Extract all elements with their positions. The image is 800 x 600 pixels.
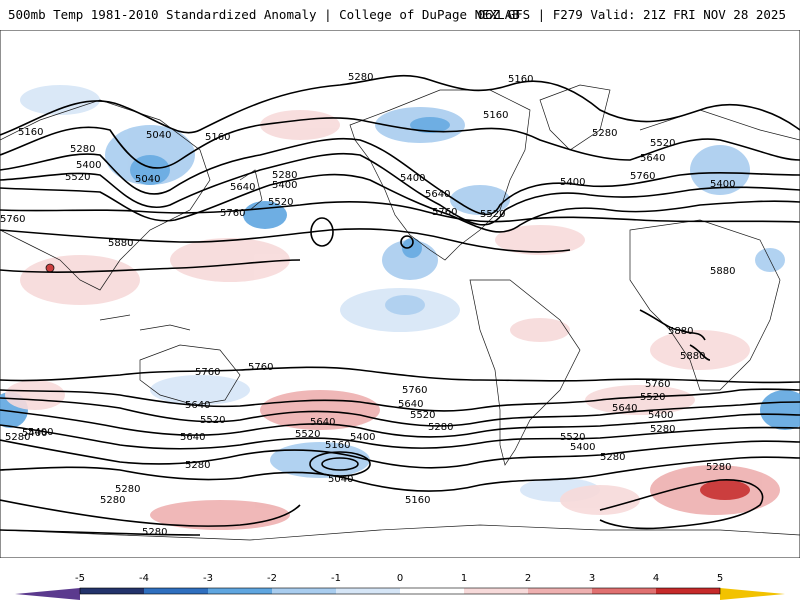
contour-label: 5640 xyxy=(310,417,335,428)
colorbar-extreme-high xyxy=(720,588,785,600)
contour-label: 5280 xyxy=(348,72,373,83)
colorbar-segment xyxy=(144,588,208,594)
model-run-info: 06Z GFS | F279 Valid: 21Z FRI NOV 28 202… xyxy=(477,7,786,22)
header: 500mb Temp 1981-2010 Standardized Anomal… xyxy=(0,0,800,30)
contour-label: 5520 xyxy=(200,415,225,426)
contour-label: 5400 xyxy=(28,427,53,438)
contour-label: 5280 xyxy=(100,495,125,506)
colorbar-segment xyxy=(592,588,656,594)
height-contours xyxy=(0,74,800,536)
colorbar-segment xyxy=(80,588,144,594)
contour-label: 5880 xyxy=(108,238,133,249)
contour-label: 5520 xyxy=(650,138,675,149)
colorbar-tick: 1 xyxy=(460,573,468,584)
contour-label: 5640 xyxy=(230,182,255,193)
contour-label: 5520 xyxy=(65,172,90,183)
colorbar-tick: -1 xyxy=(331,573,341,584)
contour-label: 5160 xyxy=(508,74,533,85)
map-title: 500mb Temp 1981-2010 Standardized Anomal… xyxy=(8,7,520,22)
contour-label: 5760 xyxy=(220,208,245,219)
contour-label: 5040 xyxy=(135,174,160,185)
colorbar-tick: -4 xyxy=(139,573,149,584)
contour-label: 5640 xyxy=(398,399,423,410)
colorbar-tick: 0 xyxy=(396,573,404,584)
colorbar-segment xyxy=(400,588,464,594)
colorbar-tick: -2 xyxy=(267,573,277,584)
contour-label: 5760 xyxy=(248,362,273,373)
contour-label: 5280 xyxy=(706,462,731,473)
contour-label: 5160 xyxy=(483,110,508,121)
contour-label: 5400 xyxy=(22,428,47,439)
contour-label: 5280 xyxy=(115,484,140,495)
contour-label: 5400 xyxy=(570,442,595,453)
contour-label: 5520 xyxy=(560,432,585,443)
map-svg: 5280 5160 5040 5160 5280 5400 5520 5040 … xyxy=(0,30,800,558)
colorbar-segment xyxy=(208,588,272,594)
contour-label: 5040 xyxy=(328,474,353,485)
colorbar: -5 -4 -3 -2 -1 0 1 2 3 4 5 xyxy=(0,565,800,600)
contour-label: 5520 xyxy=(268,197,293,208)
colorbar-tick: -5 xyxy=(75,573,85,584)
contour-label: 5520 xyxy=(640,392,665,403)
colorbar-tick: -3 xyxy=(203,573,213,584)
contour-label: 5400 xyxy=(350,432,375,443)
contour-label: 5160 xyxy=(18,127,43,138)
contour-label: 5760 xyxy=(630,171,655,182)
contour-label: 5280 xyxy=(185,460,210,471)
contour-label: 5640 xyxy=(180,432,205,443)
contour-label: 5640 xyxy=(640,153,665,164)
contour-label: 5280 xyxy=(142,527,167,538)
colorbar-segment xyxy=(464,588,528,594)
contour-label: 5160 xyxy=(405,495,430,506)
colorbar-tick: 4 xyxy=(652,573,660,584)
colorbar-segment xyxy=(528,588,592,594)
colorbar-segment xyxy=(336,588,400,594)
contour-label: 5640 xyxy=(185,400,210,411)
contour-label: 5880 xyxy=(668,326,693,337)
coastlines xyxy=(0,84,800,541)
contour-label: 5280 xyxy=(428,422,453,433)
contour-label: 5160 xyxy=(325,440,350,451)
colorbar-svg xyxy=(15,587,785,600)
contour-label: 5760 xyxy=(195,367,220,378)
contour-label: 5760 xyxy=(0,214,25,225)
contour-labels: 5280 5160 5040 5160 5280 5400 5520 5040 … xyxy=(0,72,735,538)
contour-label: 5760 xyxy=(432,207,457,218)
colorbar-tick: 2 xyxy=(524,573,532,584)
contour-label: 5760 xyxy=(645,379,670,390)
contour-label: 5280 xyxy=(592,128,617,139)
colorbar-segment xyxy=(656,588,720,594)
contour-label: 5400 xyxy=(400,173,425,184)
contour-label: 5520 xyxy=(295,429,320,440)
warm-anomaly-regions xyxy=(5,110,780,530)
contour-label: 5280 xyxy=(272,170,297,181)
contour-label: 5400 xyxy=(272,180,297,191)
colorbar-segment xyxy=(272,588,336,594)
colorbar-tick: 5 xyxy=(716,573,724,584)
contour-label: 5640 xyxy=(612,403,637,414)
contour-label: 5400 xyxy=(76,160,101,171)
contour-label: 5280 xyxy=(650,424,675,435)
contour-label: 5400 xyxy=(648,410,673,421)
contour-label: 5280 xyxy=(600,452,625,463)
contour-label: 5280 xyxy=(70,144,95,155)
contour-label: 5520 xyxy=(410,410,435,421)
colorbar-extreme-low xyxy=(15,588,80,600)
colorbar-tick: 3 xyxy=(588,573,596,584)
contour-label: 5280 xyxy=(5,432,30,443)
contour-label: 5400 xyxy=(710,179,735,190)
contour-label: 5400 xyxy=(560,177,585,188)
contour-label: 5880 xyxy=(710,266,735,277)
contour-label: 5640 xyxy=(425,189,450,200)
contour-label: 5760 xyxy=(402,385,427,396)
contour-label: 5040 xyxy=(146,130,171,141)
contour-label: 5880 xyxy=(680,351,705,362)
contour-label: 5520 xyxy=(480,209,505,220)
map-panel[interactable]: 5280 5160 5040 5160 5280 5400 5520 5040 … xyxy=(0,30,800,558)
contour-label: 5160 xyxy=(205,132,230,143)
